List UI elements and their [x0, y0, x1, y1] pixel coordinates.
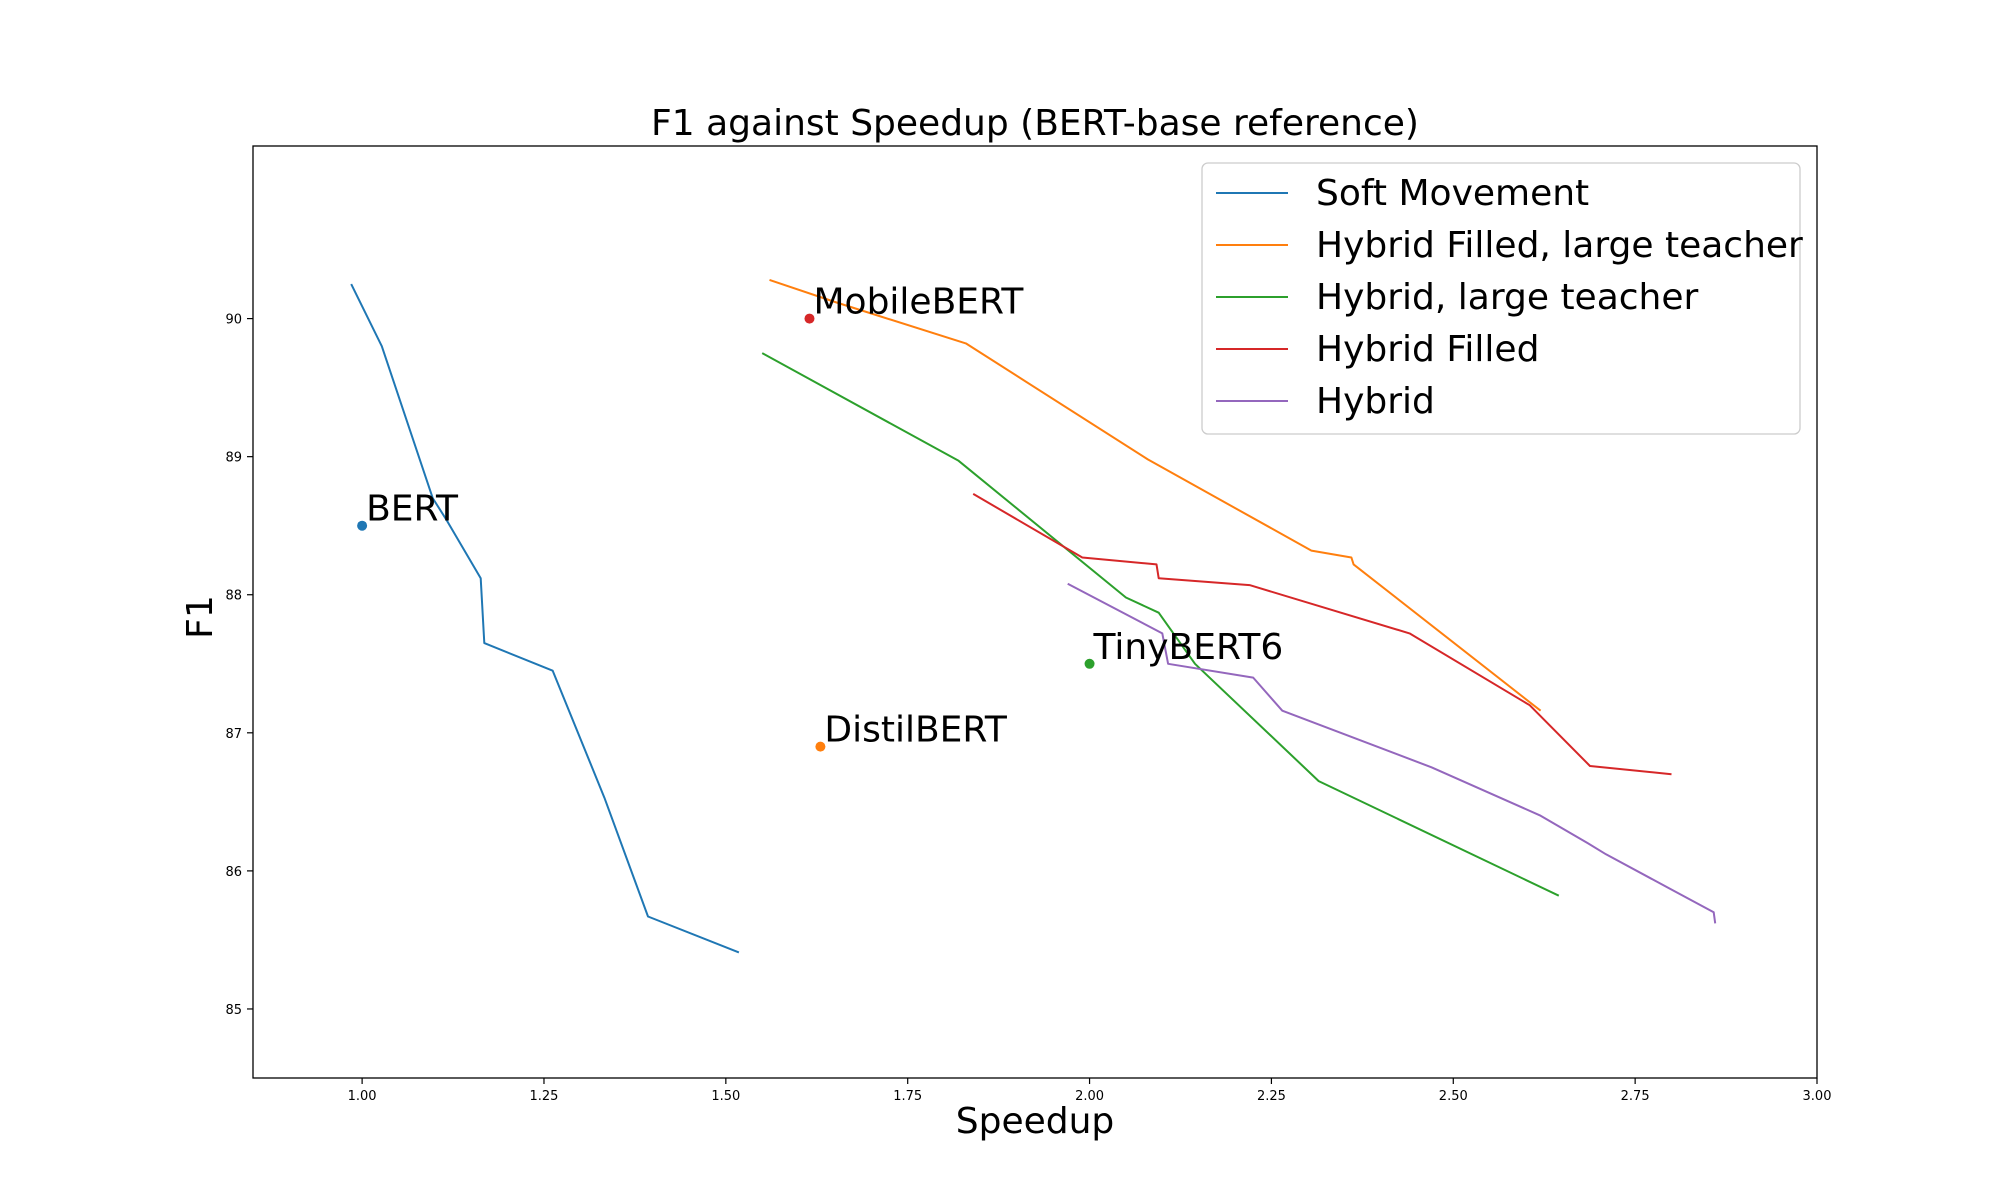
x-tick-label: 3.00 — [1803, 1089, 1832, 1104]
x-tick-label: 2.75 — [1621, 1089, 1650, 1104]
plot-lines — [350, 278, 1717, 954]
legend-entry: Hybrid Filled, large teacher — [1316, 225, 1803, 266]
y-tick-label: 86 — [225, 865, 242, 880]
x-tick-label: 1.25 — [530, 1089, 559, 1104]
point-label-distilbert: DistilBERT — [824, 710, 1007, 751]
y-tick-label: 89 — [225, 451, 242, 466]
series-line-soft-movement — [350, 283, 740, 954]
y-tick-label: 85 — [225, 1003, 242, 1018]
series-line-hybrid-large-teacher — [761, 352, 1560, 897]
legend-entry: Hybrid Filled — [1316, 329, 1539, 370]
series-line-hybrid-filled-large-teacher — [769, 278, 1542, 712]
annotations: BERT MobileBERT TinyBERT6 DistilBERT — [357, 282, 1283, 752]
point-label-tinybert6: TinyBERT6 — [1093, 627, 1284, 668]
plot-frame — [252, 145, 1818, 1079]
x-tick-label: 2.25 — [1257, 1089, 1286, 1104]
legend-frame — [1201, 162, 1801, 435]
x-tick-label: 2.00 — [1075, 1089, 1104, 1104]
y-axis: 85 86 87 88 89 90 — [225, 313, 253, 1018]
legend-entry: Hybrid — [1316, 381, 1435, 422]
legend-entry: Hybrid, large teacher — [1316, 277, 1699, 318]
point-label-mobilebert: MobileBERT — [813, 282, 1024, 323]
x-tick-label: 1.50 — [711, 1089, 740, 1104]
series-line-hybrid — [1067, 582, 1717, 924]
legend: Soft Movement Hybrid Filled, large teache… — [1201, 162, 1803, 435]
x-tick-label: 2.50 — [1439, 1089, 1468, 1104]
chart-title: F1 against Speedup (BERT-base reference) — [651, 103, 1419, 144]
legend-entry: Soft Movement — [1316, 173, 1589, 214]
point-mobilebert — [804, 313, 815, 324]
series-line-hybrid-filled — [972, 493, 1672, 776]
y-tick-label: 90 — [225, 313, 242, 328]
y-tick-label: 88 — [225, 589, 242, 604]
x-tick-label: 1.00 — [348, 1089, 377, 1104]
x-axis-label: Speedup — [956, 1101, 1115, 1142]
x-axis: 1.00 1.25 1.50 1.75 2.00 2.25 2.50 2.75 3.00 — [348, 1078, 1832, 1104]
y-tick-label: 87 — [225, 727, 242, 742]
y-axis-label: F1 — [180, 595, 221, 639]
x-tick-label: 1.75 — [893, 1089, 922, 1104]
point-distilbert — [815, 741, 826, 752]
point-bert — [357, 520, 368, 531]
point-tinybert6 — [1084, 658, 1095, 669]
point-label-bert: BERT — [366, 489, 459, 530]
